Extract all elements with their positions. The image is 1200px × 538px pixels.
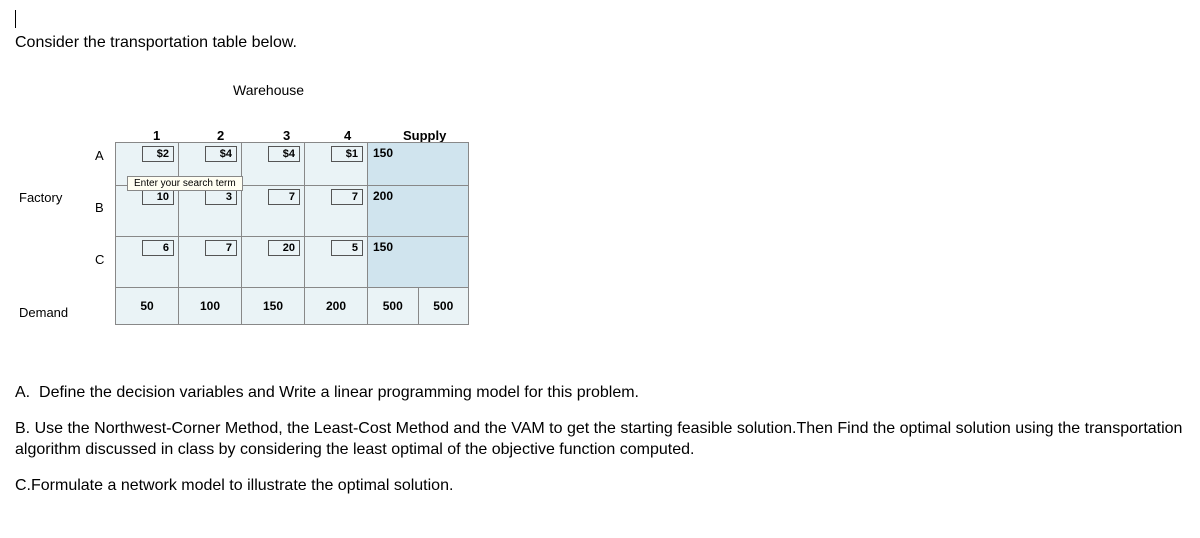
cost-grid: $2 $4 $4 $1 150 10 3 7 7 200 6 7 20 5 15… [115,142,469,325]
cost-c2: 7 [205,240,237,256]
cost-a1: $2 [142,146,174,162]
table-row: 6 7 20 5 150 [116,237,469,288]
cost-c1: 6 [142,240,174,256]
col-header-3: 3 [283,128,290,143]
cost-a4: $1 [331,146,363,162]
demand-2: 100 [179,288,242,325]
cell-b2: 3 [179,186,242,237]
cost-b1: 10 [142,189,174,205]
question-a: A. Define the decision variables and Wri… [15,382,1185,404]
cell-c2: 7 [179,237,242,288]
row-label-b: B [95,200,104,215]
demand-4: 200 [305,288,368,325]
demand-total: 500 500 [368,288,469,325]
transportation-table: Warehouse 1 2 3 4 Supply A B C Factory D… [15,82,1185,342]
cell-a4: $1 [305,143,368,186]
demand-3: 150 [242,288,305,325]
col-header-2: 2 [217,128,224,143]
cost-b2: 3 [205,189,237,205]
col-header-supply: Supply [403,128,446,143]
cell-b4: 7 [305,186,368,237]
cell-c3: 20 [242,237,305,288]
cell-b1: 10 [116,186,179,237]
total-left: 500 [368,288,419,324]
cost-b4: 7 [331,189,363,205]
warehouse-label: Warehouse [233,82,304,98]
supply-a: 150 [368,143,469,186]
cost-a2: $4 [205,146,237,162]
search-tooltip: Enter your search term [127,176,243,191]
cell-c1: 6 [116,237,179,288]
text-cursor [15,10,16,28]
cell-a3: $4 [242,143,305,186]
cost-b3: 7 [268,189,300,205]
cell-c4: 5 [305,237,368,288]
question-c: C.Formulate a network model to illustrat… [15,475,1185,497]
supply-b: 200 [368,186,469,237]
cost-c4: 5 [331,240,363,256]
row-label-c: C [95,252,104,267]
demand-1: 50 [116,288,179,325]
factory-label: Factory [19,190,62,205]
question-b: B. Use the Northwest-Corner Method, the … [15,418,1185,461]
demand-label: Demand [19,305,68,320]
cost-c3: 20 [268,240,300,256]
table-row: 10 3 7 7 200 [116,186,469,237]
supply-c: 150 [368,237,469,288]
intro-text: Consider the transportation table below. [15,34,1185,52]
col-header-4: 4 [344,128,351,143]
demand-row: 50 100 150 200 500 500 [116,288,469,325]
row-label-a: A [95,148,104,163]
cell-b3: 7 [242,186,305,237]
cost-a3: $4 [268,146,300,162]
questions: A. Define the decision variables and Wri… [15,382,1185,496]
total-right: 500 [419,288,469,324]
col-header-1: 1 [153,128,160,143]
